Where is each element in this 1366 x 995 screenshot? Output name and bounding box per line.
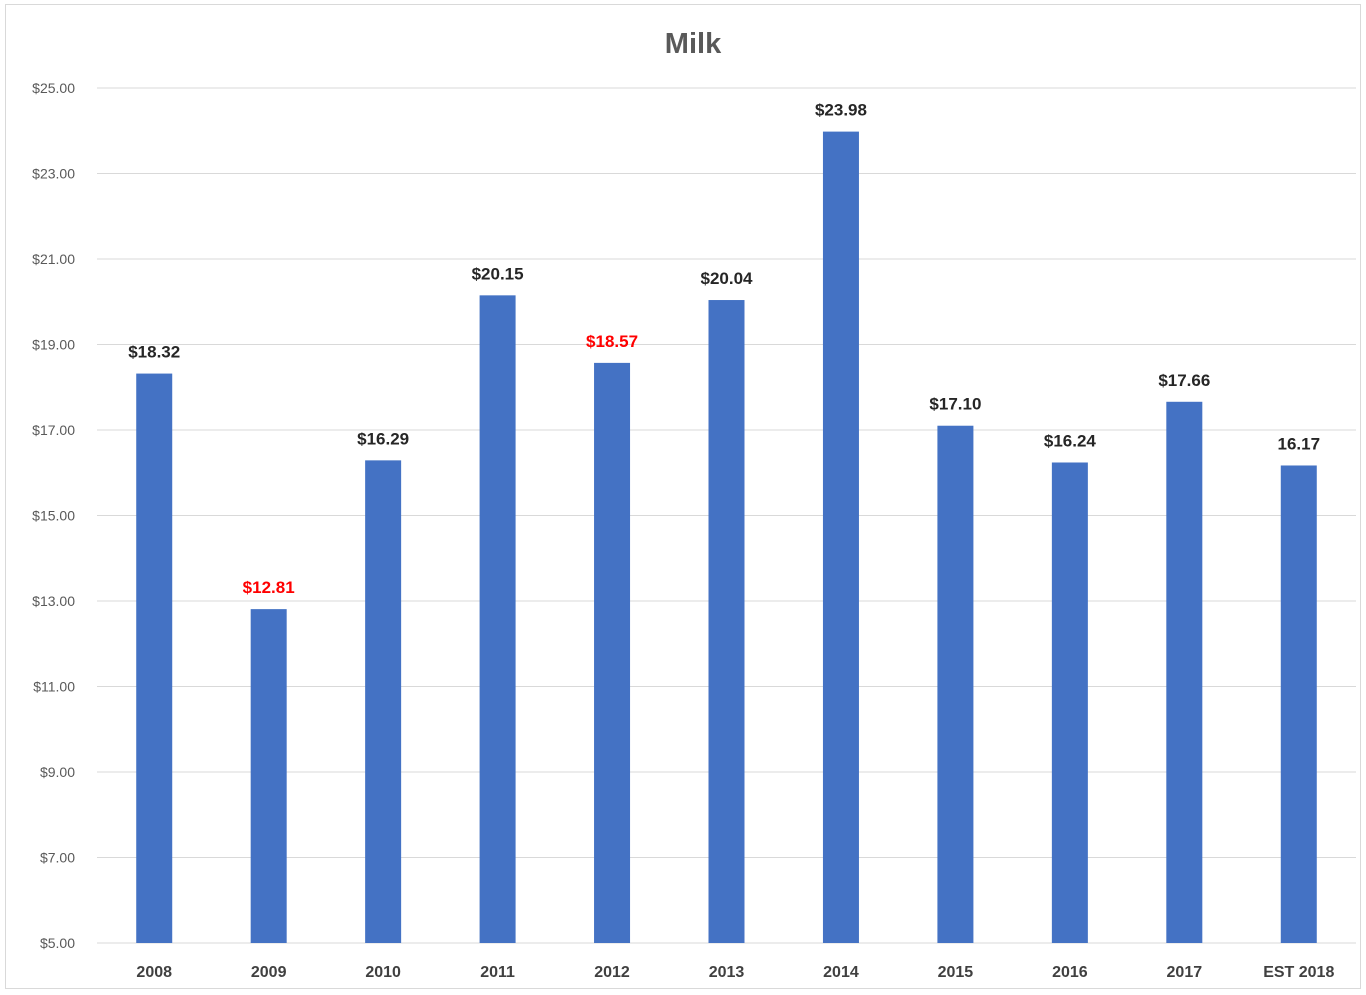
data-label: $18.32 [128, 343, 180, 362]
y-tick-label: $23.00 [32, 166, 75, 182]
y-tick-label: $9.00 [40, 764, 75, 780]
x-tick-label: 2012 [594, 964, 630, 981]
data-label: $20.15 [472, 264, 524, 283]
x-tick-label: 2011 [480, 964, 515, 981]
x-axis-ticks: 2008 2009 2010 2011 2012 2013 2014 2015 2016 2017… [136, 964, 1334, 981]
bar-2015 [937, 425, 974, 944]
bar-2013 [708, 300, 745, 943]
x-tick-label: 2016 [1052, 964, 1088, 981]
data-label: $23.98 [815, 101, 867, 120]
bar-2011 [479, 295, 516, 943]
data-labels: $18.32 $12.81 $16.29 $20.15 $18.57 $20.04 $23.… [128, 101, 1320, 598]
y-tick-label: $19.00 [32, 337, 75, 353]
y-tick-label: $7.00 [40, 850, 75, 866]
x-tick-label: 2010 [365, 964, 401, 981]
y-tick-label: $5.00 [40, 935, 75, 951]
y-tick-label: $11.00 [33, 679, 75, 695]
y-tick-label: $21.00 [32, 251, 75, 267]
bar-2010 [365, 460, 402, 943]
bar-2017 [1166, 401, 1203, 943]
data-label: 16.17 [1277, 434, 1320, 453]
chart-frame [5, 4, 1361, 989]
x-tick-label: EST 2018 [1263, 964, 1334, 981]
bar-2009 [250, 609, 287, 943]
bars [136, 131, 1317, 944]
bar-2014 [822, 131, 859, 944]
gridlines [97, 87, 1356, 944]
y-tick-label: $25.00 [32, 80, 75, 96]
bar-2008 [136, 373, 173, 943]
y-tick-label: $15.00 [32, 508, 75, 524]
x-tick-label: 2017 [1167, 964, 1203, 981]
data-label: $16.24 [1044, 431, 1097, 450]
y-tick-label: $13.00 [32, 593, 75, 609]
y-axis-ticks: $5.00 $7.00 $9.00 $11.00 $13.00 $15.00 $17.00 $… [32, 80, 75, 951]
bar-2012 [594, 362, 631, 943]
x-tick-label: 2014 [823, 964, 859, 981]
data-label: $17.10 [929, 395, 981, 414]
y-tick-label: $17.00 [32, 422, 75, 438]
chart-title: Milk [665, 28, 722, 60]
x-tick-label: 2009 [251, 964, 287, 981]
data-label: $12.81 [243, 578, 295, 597]
data-label: $20.04 [701, 269, 754, 288]
x-tick-label: 2008 [136, 964, 172, 981]
bar-2016 [1051, 462, 1088, 943]
x-tick-label: 2013 [709, 964, 745, 981]
data-label: $18.57 [586, 332, 638, 351]
bar-est-2018 [1280, 465, 1317, 943]
data-label: $16.29 [357, 429, 409, 448]
x-tick-label: 2015 [938, 964, 974, 981]
data-label: $17.66 [1158, 371, 1210, 390]
